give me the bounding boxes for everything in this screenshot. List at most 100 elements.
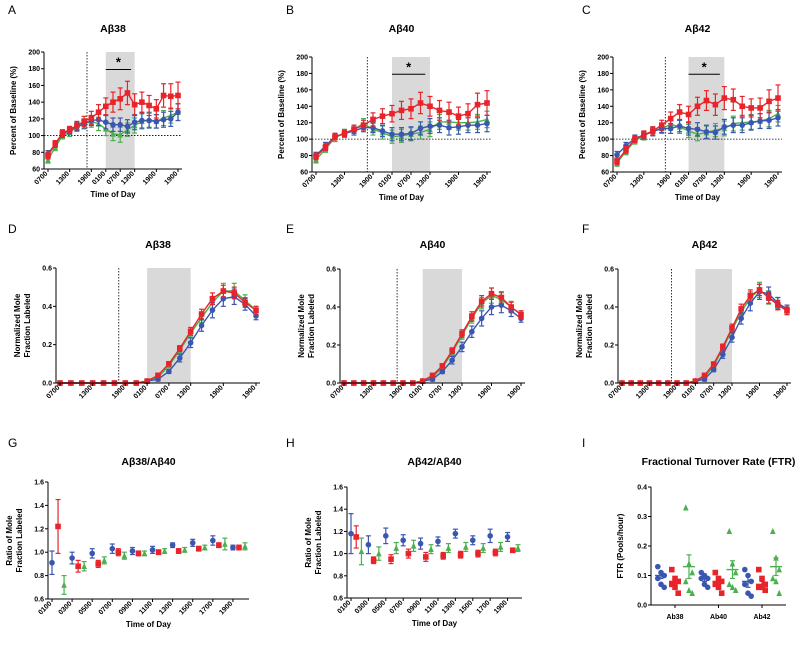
- data-point: [144, 378, 150, 384]
- x-tick-label: 1100: [424, 599, 440, 615]
- y-axis-label: Normalized Mole: [575, 294, 584, 358]
- y-tick-label: 200: [28, 50, 40, 57]
- data-point: [110, 121, 116, 128]
- data-point: [410, 542, 417, 549]
- x-tick-label: 1300: [158, 600, 174, 616]
- data-point: [689, 589, 695, 596]
- data-point: [748, 593, 754, 599]
- data-point: [449, 347, 455, 354]
- data-point: [153, 118, 160, 125]
- y-axis-label: Percent of Baseline (%): [9, 66, 18, 155]
- y-tick-label: 0.0: [326, 381, 336, 388]
- x-tick-label: 1300: [120, 170, 136, 186]
- data-point: [487, 533, 493, 539]
- data-point: [220, 288, 227, 294]
- data-point: [747, 292, 754, 299]
- x-tick-label: 1900: [142, 170, 158, 186]
- y-tick-label: 160: [28, 83, 40, 90]
- data-point: [351, 126, 357, 133]
- data-point: [423, 554, 429, 560]
- y-tick-label: 0.8: [333, 573, 343, 580]
- chart-title: Aβ38/Aβ40: [121, 456, 175, 468]
- data-point: [704, 584, 711, 591]
- y-tick-label: 0.2: [42, 342, 52, 349]
- data-point: [400, 537, 406, 544]
- x-tick-label: 1900: [77, 170, 93, 186]
- data-point: [236, 544, 242, 551]
- data-point: [102, 103, 109, 110]
- data-point: [388, 556, 394, 562]
- data-point: [155, 549, 162, 555]
- y-tick-label: 120: [296, 120, 308, 127]
- data-point: [710, 361, 717, 367]
- y-tick-label: 1.6: [333, 485, 343, 492]
- data-point: [382, 533, 389, 539]
- data-point: [440, 553, 446, 559]
- y-tick-label: 0.6: [326, 267, 336, 274]
- data-point: [436, 107, 443, 114]
- y-axis-label: Normalized Mole: [13, 293, 22, 357]
- x-tick-label: 1900: [506, 384, 522, 400]
- data-point: [88, 115, 95, 121]
- x-tick-label: 1300: [330, 173, 346, 189]
- y-tick-label: 140: [597, 104, 609, 111]
- y-axis-label: Normalized Mole: [297, 294, 306, 358]
- data-point: [452, 530, 459, 537]
- data-point: [784, 308, 790, 314]
- data-point: [230, 544, 236, 551]
- data-point: [484, 100, 490, 106]
- data-point: [730, 122, 737, 128]
- data-point: [89, 550, 96, 557]
- y-tick-label: 0.3: [637, 514, 647, 521]
- data-point: [155, 372, 161, 379]
- x-tick-label: 1900: [111, 384, 127, 400]
- chart-title: Aβ42: [685, 23, 711, 35]
- x-tick-label: 1500: [458, 599, 474, 615]
- data-point: [75, 563, 81, 570]
- data-point: [518, 311, 524, 318]
- data-point: [683, 578, 689, 585]
- y-tick-label: 100: [296, 137, 308, 144]
- data-point: [480, 544, 487, 551]
- data-point: [181, 546, 188, 553]
- data-point: [738, 306, 744, 312]
- data-point: [209, 295, 216, 302]
- x-tick-label: 0100: [377, 173, 393, 189]
- data-point: [692, 378, 699, 384]
- x-tick-label: 0500: [78, 600, 94, 616]
- y-tick-label: 1.2: [34, 526, 44, 533]
- data-point: [139, 117, 145, 124]
- y-tick-label: 1.0: [34, 550, 44, 557]
- data-point: [718, 590, 725, 596]
- data-point: [166, 368, 172, 375]
- data-point: [455, 113, 462, 119]
- data-point: [703, 128, 710, 135]
- data-point: [715, 584, 722, 591]
- data-point: [475, 550, 481, 557]
- data-point: [465, 110, 471, 117]
- data-point: [469, 328, 475, 335]
- x-tick-label: 0100: [674, 173, 690, 189]
- panel-letter: D: [8, 222, 17, 236]
- data-point: [694, 126, 701, 133]
- x-tick-label: 0500: [371, 599, 387, 615]
- y-tick-label: 1.4: [333, 507, 343, 514]
- data-point: [160, 116, 167, 123]
- y-tick-label: 0.4: [637, 485, 647, 492]
- x-axis-label: Time of Day: [412, 619, 458, 628]
- x-tick-label: 1900: [472, 173, 488, 189]
- y-tick-label: 120: [28, 116, 40, 123]
- x-tick-label: 1900: [218, 600, 234, 616]
- data-point: [775, 302, 781, 308]
- chart-title: Aβ38: [100, 23, 126, 35]
- panel-letter: F: [582, 222, 589, 236]
- x-tick-label: 0900: [118, 600, 134, 616]
- data-point: [712, 569, 719, 576]
- data-point: [694, 103, 701, 110]
- x-tick-label: 0700: [389, 599, 405, 615]
- data-point: [358, 547, 365, 555]
